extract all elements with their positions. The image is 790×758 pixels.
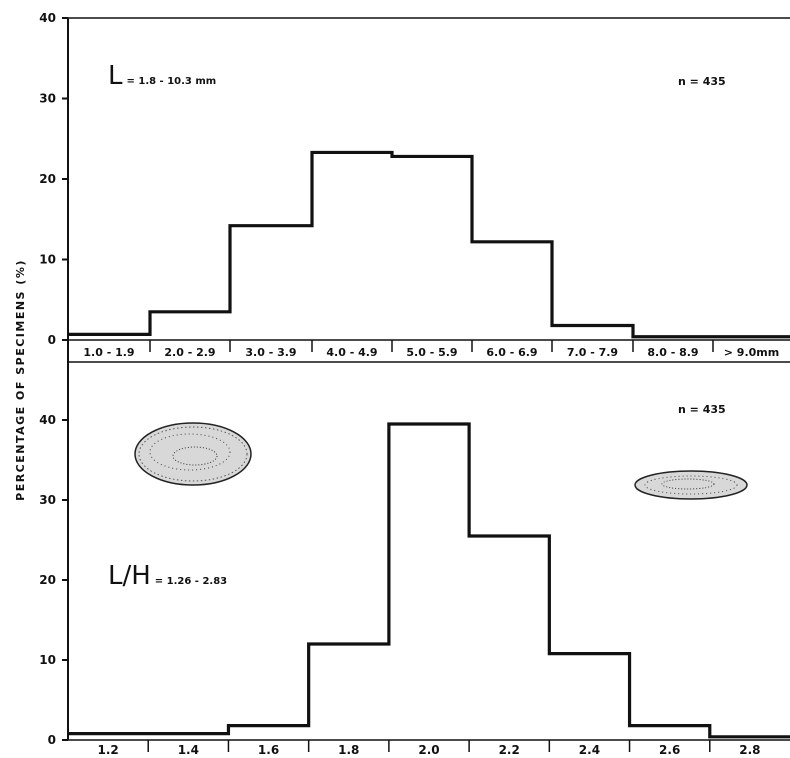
panel1-category-label: 7.0 - 7.9 [567,346,618,359]
panel1-category-label: > 9.0mm [724,346,779,359]
panel2-x-tick-label: 2.0 [418,743,439,757]
panel2-x-tick-label: 1.4 [178,743,199,757]
panel1-bar [552,326,633,340]
panel1-y-tick-label: 30 [39,92,56,106]
panel1-category-label: 5.0 - 5.9 [406,346,457,359]
panel2-y-tick-label: 20 [39,573,56,587]
panel2-x-tick-label: 2.6 [659,743,680,757]
panel2-x-tick-label: 2.8 [739,743,760,757]
panel1-title-range: = 1.8 - 10.3 mm [127,76,217,87]
panel1-bar [713,337,790,340]
panel1-histogram-outline [68,150,790,339]
panel2-bar [549,654,629,740]
panel1-category-label: 8.0 - 8.9 [647,346,698,359]
panel2-x-tick-label: 1.8 [338,743,359,757]
panel2-y-tick-label: 0 [48,733,56,747]
panel2-bar [630,726,710,740]
panel1-n-label: n = 435 [678,75,726,88]
panel2-x-tick-label: 1.2 [97,743,118,757]
panel2-y-tick-label: 30 [39,493,56,507]
panel1-bar [68,334,150,340]
panel1-title: L = 1.8 - 10.3 mm [108,61,216,91]
panel2-bar [148,734,228,740]
panel1-bar [230,226,312,340]
plot-layer [68,150,790,740]
panel1-bar [312,152,392,340]
panel2-bar [68,734,148,740]
panel1-category-label: 3.0 - 3.9 [245,346,296,359]
panel1-y-tick-label: 0 [48,333,56,347]
panel1-category-label: 6.0 - 6.9 [486,346,537,359]
ticks-layer: 0 10 20 30 40 1.0 - 1.9 2.0 - 2.9 3.0 - 3.9 4.0 … [39,11,779,757]
panel1-bar [392,156,472,340]
panel1-title-main: L [108,61,123,91]
panel2-title-main: L/H [108,561,151,591]
panel2-bar [710,737,790,740]
panel2-bar [309,644,389,740]
panel1-bar [472,242,552,340]
panel1-y-tick-label: 10 [39,253,56,267]
panel1-y-tick-label: 20 [39,172,56,186]
ostracod-shell-elongate-illustration [634,470,748,500]
panel2-y-tick-label: 40 [39,413,56,427]
panel2-histogram-outline [68,422,790,739]
panel2-bar [389,424,469,740]
panel1-bar [150,312,230,340]
panel1-y-tick-label: 40 [39,11,56,25]
panel2-bar [469,536,549,740]
panel1-category-label: 1.0 - 1.9 [83,346,134,359]
panel2-x-tick-label: 2.4 [579,743,600,757]
panel2-title-range: = 1.26 - 2.83 [155,576,227,587]
panel2-title: L/H = 1.26 - 2.83 [108,561,227,591]
y-axis-label: PERCENTAGE OF SPECIMENS (%) [14,259,27,501]
panel1-category-label: 4.0 - 4.9 [326,346,377,359]
panel1-category-label: 2.0 - 2.9 [164,346,215,359]
panel2-bar [228,726,308,740]
panel2-x-tick-label: 1.6 [258,743,279,757]
panel2-x-tick-label: 2.2 [499,743,520,757]
ostracod-shell-rounded-illustration [134,422,252,486]
panel2-n-label: n = 435 [678,403,726,416]
panel1-bar [633,337,713,340]
panel2-y-tick-label: 10 [39,653,56,667]
